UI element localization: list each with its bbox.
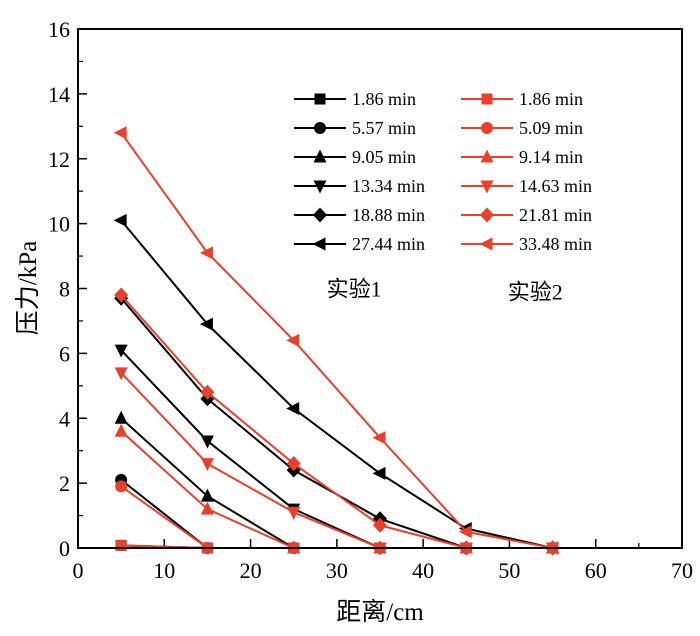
data-point bbox=[115, 480, 128, 493]
legend-entry: 5.57 min bbox=[294, 118, 416, 138]
series-line bbox=[120, 297, 553, 549]
axis-ticks: 0 10 20 30 40 50 60 70 0 2 4 6 8 10 12 14 16 bbox=[48, 17, 693, 583]
legend-label: 5.57 min bbox=[352, 118, 416, 138]
legend-entry: 1.86 min bbox=[461, 89, 583, 109]
legend-entry: 33.48 min bbox=[461, 234, 592, 254]
legend-marker bbox=[313, 180, 327, 194]
data-point bbox=[372, 431, 386, 445]
legend-marker bbox=[313, 149, 327, 163]
legend: 1.86 min 5.57 min 9.05 min 13.34 min 18.88 m… bbox=[294, 89, 592, 254]
data-point bbox=[199, 246, 213, 260]
series-line bbox=[120, 349, 553, 549]
series-exp1-4 bbox=[114, 290, 560, 556]
data-point bbox=[200, 384, 215, 400]
legend-entry: 14.63 min bbox=[461, 176, 592, 196]
y-tick-label: 14 bbox=[48, 82, 70, 107]
data-point bbox=[372, 466, 386, 480]
series-layer bbox=[113, 126, 560, 556]
legend-label: 13.34 min bbox=[352, 176, 425, 196]
group-labels: 实验1 实验2 bbox=[327, 277, 563, 305]
data-point bbox=[200, 501, 214, 515]
data-point bbox=[286, 456, 301, 472]
data-point bbox=[113, 213, 127, 227]
legend-label: 9.05 min bbox=[352, 147, 416, 167]
y-tick-label: 6 bbox=[59, 341, 70, 366]
data-point bbox=[114, 410, 128, 424]
legend-marker bbox=[314, 93, 326, 105]
x-axis-title: 距离/cm bbox=[336, 598, 424, 626]
x-tick-label: 30 bbox=[326, 558, 348, 583]
legend-label: 18.88 min bbox=[352, 205, 425, 225]
x-tick-label: 50 bbox=[498, 558, 520, 583]
data-point bbox=[286, 402, 300, 416]
series-line bbox=[120, 132, 553, 549]
y-tick-label: 10 bbox=[48, 212, 70, 237]
series-exp2-10 bbox=[114, 287, 560, 556]
legend-marker bbox=[480, 207, 494, 223]
data-point bbox=[200, 458, 214, 472]
data-point bbox=[373, 517, 387, 533]
legend-entry: 5.09 min bbox=[461, 118, 583, 138]
series-line bbox=[120, 372, 553, 549]
legend-label: 27.44 min bbox=[352, 234, 425, 254]
legend-entry: 9.14 min bbox=[461, 147, 583, 167]
legend-entry: 9.05 min bbox=[294, 147, 416, 167]
legend-marker bbox=[314, 122, 326, 134]
data-point bbox=[114, 367, 128, 381]
legend-marker bbox=[313, 207, 327, 223]
series-exp1-3 bbox=[114, 344, 560, 556]
legend-entry: 21.81 min bbox=[461, 205, 592, 225]
y-tick-label: 4 bbox=[59, 406, 70, 431]
series-line bbox=[120, 219, 553, 549]
series-exp1-2 bbox=[114, 410, 560, 554]
x-tick-label: 0 bbox=[73, 558, 84, 583]
legend-marker bbox=[479, 237, 493, 251]
legend-entry: 27.44 min bbox=[294, 234, 425, 254]
legend-marker bbox=[480, 180, 494, 194]
legend-label: 33.48 min bbox=[519, 234, 592, 254]
legend-label: 5.09 min bbox=[519, 118, 583, 138]
data-point bbox=[200, 435, 214, 449]
data-point bbox=[115, 539, 127, 551]
y-tick-label: 12 bbox=[48, 147, 70, 172]
legend-entry: 18.88 min bbox=[294, 205, 425, 225]
legend-label: 9.14 min bbox=[519, 147, 583, 167]
series-exp1-5 bbox=[113, 213, 559, 555]
legend-label: 21.81 min bbox=[519, 205, 592, 225]
legend-label: 14.63 min bbox=[519, 176, 592, 196]
plot-frame bbox=[77, 28, 683, 549]
y-tick-label: 0 bbox=[59, 536, 70, 561]
data-point bbox=[114, 423, 128, 437]
group-label-1: 实验1 bbox=[327, 277, 382, 302]
x-tick-label: 60 bbox=[585, 558, 607, 583]
legend-entry: 1.86 min bbox=[294, 89, 416, 109]
data-point bbox=[199, 317, 213, 331]
data-point bbox=[114, 287, 129, 303]
data-point bbox=[200, 488, 214, 502]
x-tick-label: 20 bbox=[240, 558, 262, 583]
group-label-2: 实验2 bbox=[508, 280, 563, 305]
series-exp2-11 bbox=[113, 126, 559, 555]
x-tick-label: 40 bbox=[412, 558, 434, 583]
legend-marker bbox=[480, 149, 494, 163]
y-axis-title: 压力/kPa bbox=[14, 241, 42, 335]
legend-label: 1.86 min bbox=[519, 89, 583, 109]
data-point bbox=[286, 333, 300, 347]
y-tick-label: 16 bbox=[48, 17, 70, 42]
series-line bbox=[120, 294, 553, 549]
data-point bbox=[114, 344, 128, 358]
data-point bbox=[458, 525, 472, 539]
legend-label: 1.86 min bbox=[352, 89, 416, 109]
y-tick-label: 2 bbox=[59, 471, 70, 496]
x-tick-label: 70 bbox=[671, 558, 693, 583]
data-point bbox=[287, 506, 301, 520]
legend-marker bbox=[481, 93, 493, 105]
y-tick-label: 8 bbox=[59, 277, 70, 302]
legend-entry: 13.34 min bbox=[294, 176, 425, 196]
data-point bbox=[113, 126, 127, 140]
legend-marker bbox=[481, 122, 493, 134]
x-tick-label: 10 bbox=[153, 558, 175, 583]
legend-marker bbox=[312, 237, 326, 251]
